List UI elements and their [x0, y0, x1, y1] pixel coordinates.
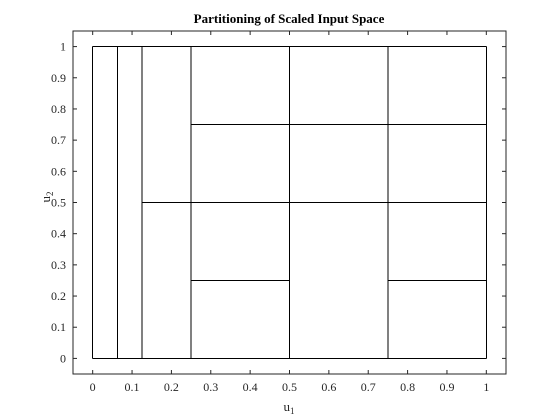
- y-axis-label: u2: [38, 192, 55, 203]
- x-tick-label: 0: [90, 380, 96, 394]
- y-axis-label-subscript: 2: [45, 192, 55, 197]
- x-tick-label: 0.4: [243, 380, 258, 394]
- x-tick-label: 0.6: [321, 380, 336, 394]
- x-axis-label: u1: [284, 399, 295, 416]
- y-axis-ticks: 0 0.1 0.2 0.3 0.4 0.5 0.6 0.7 0.8 0.9 1: [51, 40, 506, 365]
- y-tick-label: 0.9: [51, 71, 66, 85]
- chart-title: Partitioning of Scaled Input Space: [194, 11, 385, 26]
- x-axis-label-base: u: [284, 399, 291, 414]
- y-tick-label: 0.2: [51, 289, 66, 303]
- y-tick-label: 0: [60, 351, 66, 365]
- x-tick-label: 0.5: [282, 380, 297, 394]
- x-tick-label: 0.3: [203, 380, 218, 394]
- y-tick-label: 0.1: [51, 320, 66, 334]
- y-tick-label: 1: [60, 40, 66, 54]
- partition-lines: [92, 46, 487, 359]
- y-tick-label: 0.4: [51, 227, 66, 241]
- x-tick-label: 0.8: [400, 380, 415, 394]
- y-tick-label: 0.3: [51, 258, 66, 272]
- x-tick-label: 0.9: [439, 380, 454, 394]
- x-tick-label: 0.2: [164, 380, 179, 394]
- y-axis-label-base: u: [38, 196, 53, 203]
- y-tick-label: 0.8: [51, 102, 66, 116]
- x-axis-label-subscript: 1: [290, 406, 295, 416]
- y-tick-label: 0.7: [51, 133, 66, 147]
- y-tick-label: 0.6: [51, 164, 66, 178]
- x-tick-label: 0.1: [125, 380, 140, 394]
- x-axis-ticks: 0 0.1 0.2 0.3 0.4 0.5 0.6 0.7 0.8 0.9 1: [90, 31, 489, 394]
- x-tick-label: 1: [483, 380, 489, 394]
- x-tick-label: 0.7: [361, 380, 376, 394]
- y-tick-label: 0.5: [51, 196, 66, 210]
